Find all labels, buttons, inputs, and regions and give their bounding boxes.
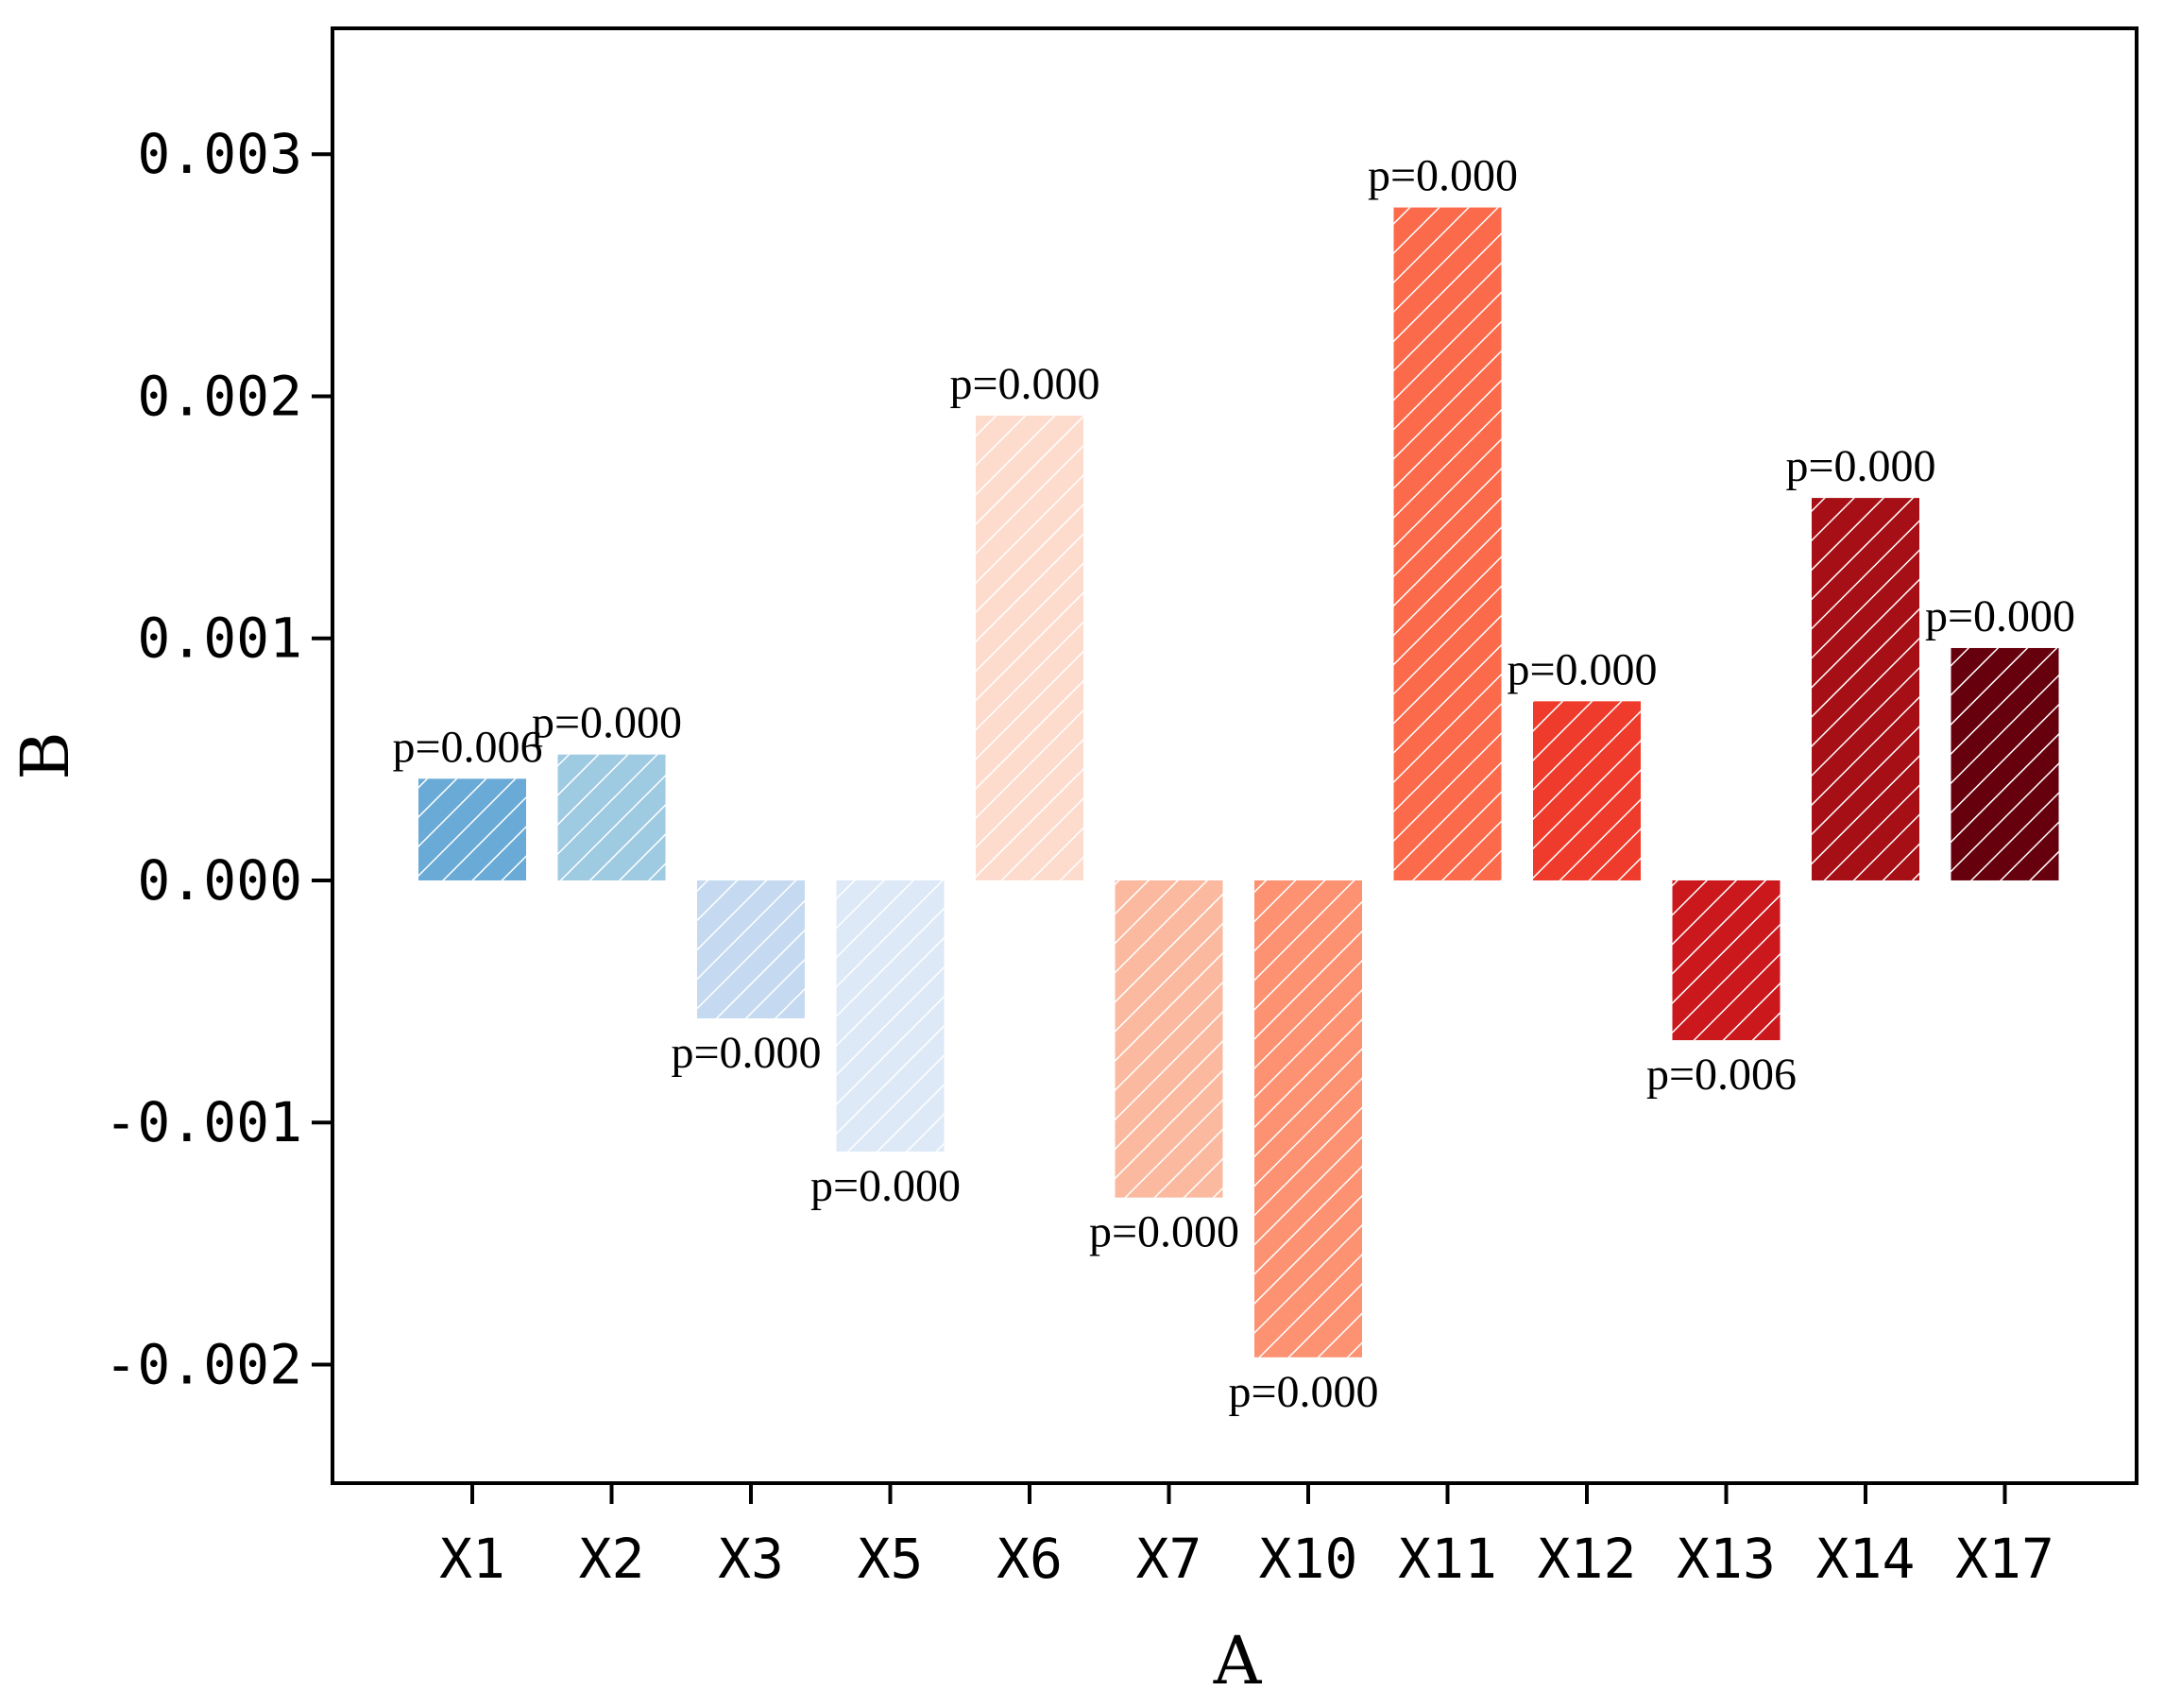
- bar-label-x13: p=0.006: [1646, 1050, 1797, 1100]
- x-tick-label: X11: [1398, 1527, 1497, 1591]
- bar-hatch: [1533, 701, 1641, 880]
- bar-x7: [1115, 880, 1223, 1198]
- bar-x1: [418, 778, 526, 880]
- y-tick-label: 0.003: [137, 122, 302, 186]
- bar-hatch: [1393, 207, 1502, 880]
- bar-label-x12: p=0.000: [1507, 644, 1657, 694]
- bar-label-x10: p=0.000: [1228, 1367, 1378, 1417]
- bar-hatch: [976, 415, 1083, 880]
- bar-label-x17: p=0.000: [1925, 591, 2075, 641]
- bar-x3: [697, 880, 805, 1019]
- bar-label-x14: p=0.000: [1785, 441, 1935, 491]
- bar-hatch: [697, 880, 805, 1019]
- y-tick-label: -0.002: [104, 1332, 302, 1396]
- y-tick-label: 0.000: [137, 848, 302, 913]
- bar-label-x5: p=0.000: [810, 1161, 961, 1211]
- bar-x14: [1812, 498, 1919, 880]
- bar-x5: [836, 880, 945, 1152]
- x-tick-label: X1: [439, 1527, 505, 1591]
- bar-label-x11: p=0.000: [1368, 151, 1518, 201]
- bar-hatch: [1115, 880, 1223, 1198]
- y-tick-label: 0.001: [137, 606, 302, 671]
- bar-x6: [976, 415, 1083, 880]
- x-tick-label: X3: [718, 1527, 784, 1591]
- bar-x12: [1533, 701, 1641, 880]
- x-tick-label: X6: [997, 1527, 1063, 1591]
- bar-x2: [557, 754, 666, 880]
- bar-hatch: [1254, 880, 1362, 1358]
- bar-hatch: [1951, 647, 2059, 880]
- bar-x17: [1951, 647, 2059, 880]
- y-tick-label: -0.001: [104, 1090, 302, 1154]
- bar-x10: [1254, 880, 1362, 1358]
- x-tick-label: X10: [1259, 1527, 1358, 1591]
- bar-label-x6: p=0.000: [949, 359, 1099, 409]
- bar-label-x7: p=0.000: [1089, 1207, 1239, 1257]
- bar-hatch: [836, 880, 945, 1152]
- x-tick-label: X5: [858, 1527, 924, 1591]
- bar-hatch: [1812, 498, 1919, 880]
- x-tick-label: X2: [579, 1527, 645, 1591]
- bar-label-x3: p=0.000: [671, 1028, 821, 1078]
- x-axis-title: A: [1213, 1622, 1263, 1699]
- bar-hatch: [557, 754, 666, 880]
- bar-x13: [1672, 880, 1781, 1041]
- bar-label-x2: p=0.000: [532, 698, 682, 748]
- bar-label-x1: p=0.006: [392, 722, 542, 772]
- x-tick-label: X12: [1538, 1527, 1637, 1591]
- y-tick-label: 0.002: [137, 364, 302, 428]
- plot-frame: [331, 26, 2138, 1485]
- bar-hatch: [1672, 880, 1781, 1041]
- x-tick-label: X17: [1955, 1527, 2054, 1591]
- bar-x11: [1393, 207, 1502, 880]
- x-tick-label: X7: [1136, 1527, 1202, 1591]
- y-axis-title: B: [7, 731, 84, 779]
- bar-hatch: [418, 778, 526, 880]
- x-tick-label: X14: [1816, 1527, 1916, 1591]
- x-tick-label: X13: [1677, 1527, 1776, 1591]
